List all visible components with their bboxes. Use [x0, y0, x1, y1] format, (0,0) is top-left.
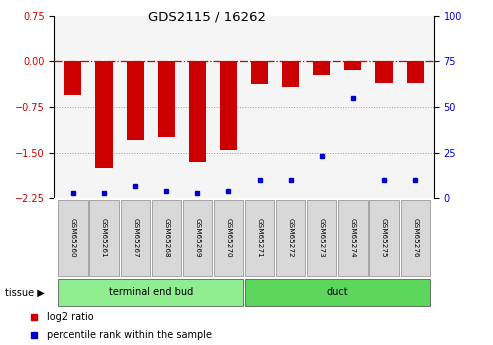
- Text: GSM65267: GSM65267: [132, 218, 138, 258]
- Text: GSM65270: GSM65270: [225, 218, 232, 258]
- FancyBboxPatch shape: [245, 200, 274, 276]
- FancyBboxPatch shape: [307, 200, 336, 276]
- Bar: [158, 61, 175, 137]
- Bar: [127, 61, 143, 140]
- Bar: [220, 61, 237, 150]
- FancyBboxPatch shape: [369, 200, 399, 276]
- FancyBboxPatch shape: [58, 200, 88, 276]
- Text: duct: duct: [326, 287, 348, 297]
- FancyBboxPatch shape: [58, 279, 243, 306]
- Text: GSM65274: GSM65274: [350, 218, 356, 258]
- Text: GSM65275: GSM65275: [381, 218, 387, 258]
- Bar: [96, 61, 112, 168]
- FancyBboxPatch shape: [152, 200, 181, 276]
- Text: GDS2115 / 16262: GDS2115 / 16262: [148, 10, 266, 23]
- Text: GSM65273: GSM65273: [319, 218, 325, 258]
- Text: GSM65272: GSM65272: [288, 218, 294, 258]
- Text: GSM65271: GSM65271: [256, 218, 263, 258]
- Bar: [251, 61, 268, 85]
- Bar: [282, 61, 299, 87]
- FancyBboxPatch shape: [89, 200, 119, 276]
- FancyBboxPatch shape: [400, 200, 430, 276]
- Text: GSM65276: GSM65276: [412, 218, 418, 258]
- Bar: [345, 61, 361, 70]
- FancyBboxPatch shape: [183, 200, 212, 276]
- Bar: [376, 61, 392, 82]
- Text: tissue ▶: tissue ▶: [5, 287, 45, 297]
- FancyBboxPatch shape: [338, 200, 368, 276]
- FancyBboxPatch shape: [276, 200, 305, 276]
- Text: log2 ratio: log2 ratio: [47, 313, 94, 322]
- Bar: [313, 61, 330, 75]
- Text: GSM65260: GSM65260: [70, 218, 76, 258]
- Text: GSM65269: GSM65269: [194, 218, 200, 258]
- Bar: [407, 61, 423, 82]
- FancyBboxPatch shape: [245, 279, 430, 306]
- Text: terminal end bud: terminal end bud: [108, 287, 193, 297]
- FancyBboxPatch shape: [214, 200, 243, 276]
- Bar: [65, 61, 81, 95]
- Bar: [189, 61, 206, 162]
- Text: GSM65261: GSM65261: [101, 218, 107, 258]
- FancyBboxPatch shape: [120, 200, 150, 276]
- Text: GSM65268: GSM65268: [163, 218, 169, 258]
- Text: percentile rank within the sample: percentile rank within the sample: [47, 330, 212, 339]
